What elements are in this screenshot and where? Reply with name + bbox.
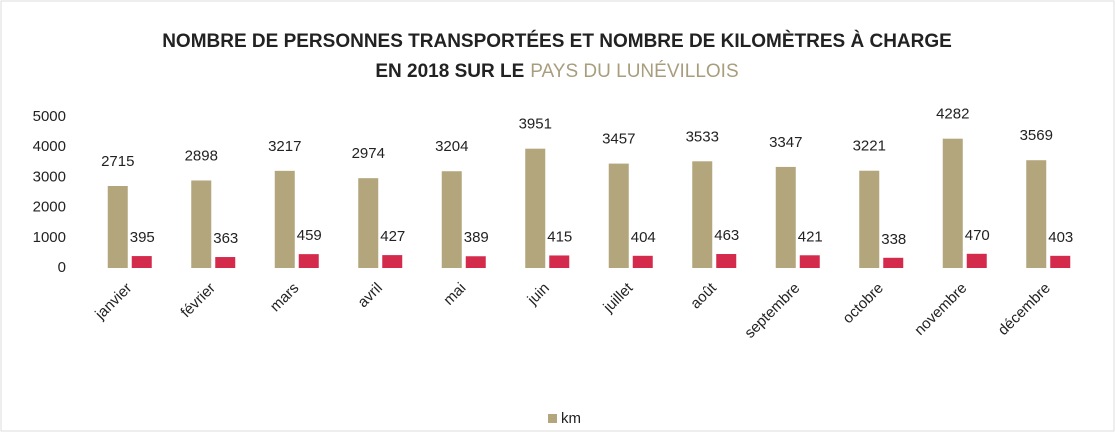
value-label: 427 [380,228,405,245]
bar [775,166,796,268]
bar [799,255,820,268]
value-label: 3221 [853,138,886,155]
y-tick-label: 0 [58,259,66,276]
bar [692,161,713,268]
value-label: 415 [547,228,572,245]
chart-title: NOMBRE DE PERSONNES TRANSPORTÉES ET NOMB… [162,30,952,52]
chart-title: EN 2018 SUR LE PAYS DU LUNÉVILLOIS [375,61,738,82]
value-label: 463 [714,227,739,244]
value-label: 4282 [936,106,969,123]
value-label: 421 [798,228,823,245]
value-label: 459 [297,227,322,244]
bar [107,186,128,268]
title-part: EN 2018 SUR LE [375,61,524,82]
value-label: 2898 [185,147,218,164]
bar [966,253,987,268]
value-label: 3951 [519,116,552,133]
bar [465,256,486,268]
bar [549,255,570,268]
y-tick-label: 5000 [33,108,66,125]
y-tick-label: 2000 [33,199,66,216]
value-label: 403 [1048,229,1073,246]
value-label: 3569 [1020,127,1053,144]
bar [525,148,546,268]
value-label: 2974 [352,145,385,162]
value-label: 3457 [602,131,635,148]
value-label: 389 [464,229,489,246]
y-tick-label: 1000 [33,229,66,246]
bar [298,254,319,268]
bar [1050,255,1071,268]
value-label: 470 [965,227,990,244]
title-highlight: PAYS DU LUNÉVILLOIS [530,61,738,82]
value-label: 404 [631,229,656,246]
bar [883,257,904,268]
bar [716,254,737,268]
value-label: 2715 [101,153,134,170]
bar [382,255,403,268]
bar [608,163,629,268]
bar [131,256,152,268]
value-label: 363 [213,230,238,247]
value-label: 3347 [769,134,802,151]
value-label: 395 [130,229,155,246]
bar [942,138,963,268]
bar [1026,160,1047,268]
bar [859,170,880,268]
value-label: 3217 [268,138,301,155]
bar [191,180,212,268]
bar [632,255,653,268]
legend-label: km [561,410,581,427]
value-label: 3204 [435,138,468,155]
y-tick-label: 4000 [33,138,66,155]
value-label: 338 [881,231,906,248]
bar [274,170,295,268]
bar [358,178,379,268]
y-tick-label: 3000 [33,168,66,185]
legend-swatch [548,414,557,423]
value-label: 3533 [686,128,719,145]
bar [441,171,462,268]
bar [215,257,236,268]
